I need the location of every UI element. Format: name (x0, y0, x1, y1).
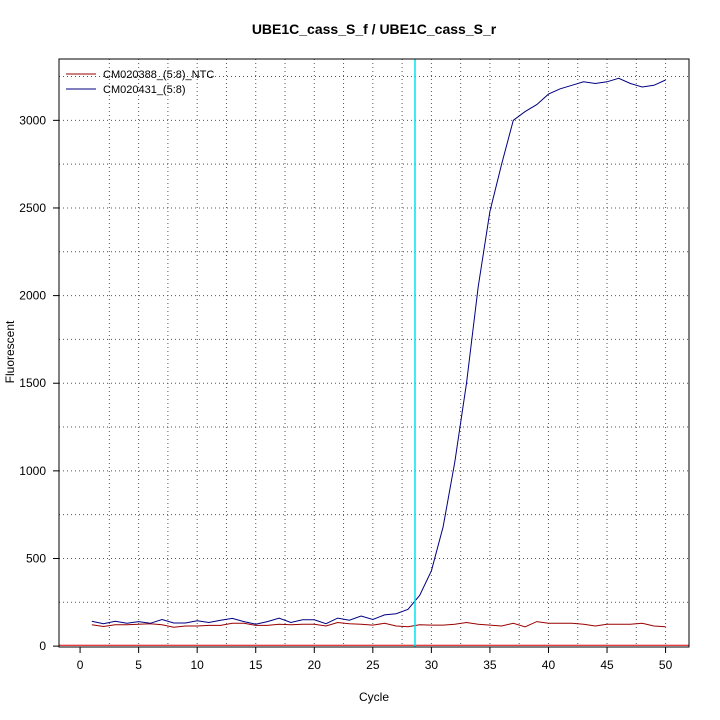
threshold-layer (59, 59, 689, 647)
y-tick-label: 1000 (19, 464, 46, 478)
series-line-2 (91, 77, 666, 625)
x-tick-label: 15 (249, 658, 263, 672)
y-tick-label: 2500 (19, 201, 46, 215)
series-line-1 (91, 621, 666, 628)
grid (59, 59, 689, 647)
x-tick-label: 50 (659, 658, 673, 672)
series-layer (91, 77, 666, 628)
legend: CM020388_(5:8)_NTC CM020431_(5:8) (66, 69, 214, 96)
x-tick-label: 5 (135, 658, 142, 672)
y-axis-label: Fluorescent (3, 320, 17, 383)
x-tick-label: 40 (542, 658, 556, 672)
axis-ticks: 0 5 10 15 20 25 30 35 40 45 5005001000150020002500… (19, 113, 672, 672)
x-tick-label: 0 (77, 658, 84, 672)
y-tick-label: 500 (26, 551, 46, 565)
x-tick-label: 20 (308, 658, 322, 672)
x-tick-label: 35 (483, 658, 497, 672)
x-tick-label: 25 (366, 658, 380, 672)
plot-area-frame (58, 58, 690, 648)
chart-title: UBE1C_cass_S_f / UBE1C_cass_S_r (252, 21, 497, 37)
x-axis-label: Cycle (359, 690, 389, 704)
legend-label-1: CM020388_(5:8)_NTC (103, 69, 214, 81)
legend-label-2: CM020431_(5:8) (103, 84, 186, 96)
y-tick-label: 0 (39, 639, 46, 653)
y-tick-label: 1500 (19, 376, 46, 390)
x-tick-label: 10 (190, 658, 204, 672)
y-tick-label: 2000 (19, 289, 46, 303)
x-tick-label: 30 (425, 658, 439, 672)
y-tick-label: 3000 (19, 113, 46, 127)
x-tick-label: 45 (600, 658, 614, 672)
